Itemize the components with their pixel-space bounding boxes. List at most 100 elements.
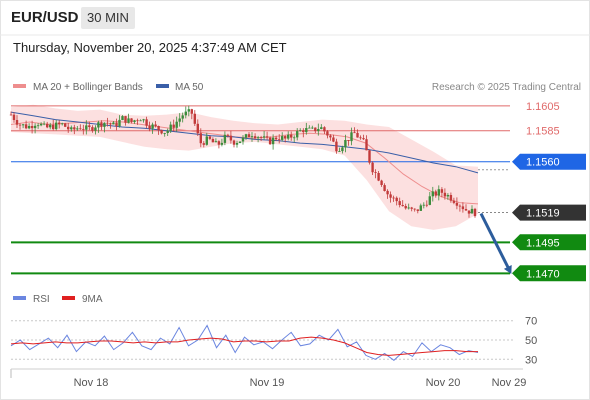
- time-axis-labels: Nov 18 Nov 19 Nov 20 Nov 29: [74, 377, 527, 389]
- level-label-box: [512, 265, 586, 282]
- candle-body: [302, 130, 305, 133]
- time-axis-label: Nov 20: [426, 377, 461, 389]
- chart-header: EUR/USD 30 MIN: [0, 0, 590, 36]
- candle-body: [299, 130, 302, 132]
- candle-body: [335, 141, 338, 152]
- candle-body: [338, 151, 341, 152]
- candle-body: [61, 123, 64, 125]
- candle-body: [259, 137, 263, 138]
- candle-body: [311, 127, 314, 129]
- candle-body: [73, 127, 76, 130]
- candle-body: [287, 134, 290, 139]
- candle-body: [145, 119, 148, 126]
- candle-body: [151, 124, 154, 129]
- level-label-1.1495: 1.1495: [526, 237, 560, 249]
- candle-body: [268, 137, 272, 145]
- bollinger-band-layer: [11, 104, 478, 230]
- candle-body: [458, 205, 462, 207]
- timeframe-badge[interactable]: 30 MIN: [81, 7, 135, 29]
- candle-body: [371, 162, 374, 173]
- candle-body: [36, 125, 40, 127]
- candle-body: [374, 172, 377, 173]
- candle-body: [118, 119, 121, 127]
- candle-body: [244, 134, 248, 138]
- candle-body: [166, 130, 169, 133]
- candle-body: [217, 141, 221, 145]
- candle-body: [79, 128, 82, 130]
- symbol-title: EUR/USD: [11, 9, 79, 26]
- candle-body: [320, 127, 323, 129]
- candle-body: [100, 122, 103, 127]
- legend-rsi-swatch: [13, 296, 26, 300]
- candle-body: [202, 143, 205, 145]
- candle-body: [271, 137, 275, 145]
- candle-body: [39, 123, 43, 126]
- candle-body: [256, 137, 260, 139]
- candle-body: [139, 120, 142, 122]
- candle-body: [284, 136, 287, 139]
- candle-body: [383, 185, 386, 191]
- candle-body: [124, 116, 127, 123]
- candle-body: [308, 127, 311, 129]
- candle-body: [142, 119, 145, 121]
- candle-body: [160, 130, 163, 134]
- candle-body: [410, 207, 413, 209]
- candle-body: [103, 122, 106, 127]
- candle-body: [52, 124, 55, 130]
- candle-body: [425, 204, 428, 206]
- level-label-box: [512, 153, 586, 170]
- candle-body: [377, 173, 380, 181]
- ma50-line: [10, 111, 479, 174]
- candle-body: [362, 138, 365, 140]
- candle-body: [341, 147, 344, 152]
- candle-body: [461, 206, 465, 210]
- candle-body: [274, 137, 278, 140]
- candle-body: [464, 209, 468, 211]
- candle-body: [91, 127, 94, 131]
- legend-9ma-label: 9MA: [82, 294, 103, 305]
- candle-body: [250, 136, 254, 138]
- candle-body: [470, 208, 474, 214]
- candle-body: [314, 127, 317, 132]
- candle-body: [428, 196, 431, 205]
- candle-body: [88, 125, 91, 127]
- candle-body: [112, 122, 115, 125]
- candle-body: [184, 111, 187, 116]
- candle-body: [404, 206, 407, 209]
- time-axis-label: Nov 19: [250, 377, 285, 389]
- candle-body: [199, 133, 202, 144]
- legend-ma20-swatch: [13, 84, 26, 88]
- candle-body: [407, 207, 410, 209]
- candle-body: [449, 195, 453, 201]
- level-label-1.1519: 1.1519: [526, 208, 560, 220]
- candle-body: [434, 191, 437, 196]
- candle-body: [437, 189, 440, 196]
- legend-9ma-swatch: [62, 296, 75, 300]
- candle-body: [157, 126, 160, 130]
- candle-body: [253, 136, 257, 139]
- candle-body: [467, 210, 471, 214]
- candle-body: [115, 122, 118, 127]
- credit-text: Research © 2025 Trading Central: [432, 82, 581, 93]
- candle-body: [24, 124, 28, 129]
- candle-body: [326, 131, 329, 136]
- candle-body: [82, 129, 85, 130]
- candle-body: [214, 141, 218, 143]
- rsi-tick-50: 50: [525, 335, 537, 347]
- candle-body: [344, 140, 347, 148]
- candle-body: [446, 195, 450, 197]
- level-label-box: [512, 234, 586, 251]
- level-label-1.1585: 1.1585: [526, 126, 560, 138]
- candle-body: [27, 126, 31, 129]
- candle-body: [133, 120, 136, 122]
- candle-body: [55, 122, 58, 130]
- time-axis-label: Nov 29: [492, 377, 527, 389]
- candle-body: [398, 201, 401, 205]
- candle-body: [281, 136, 284, 140]
- candle-body: [431, 191, 434, 197]
- candle-body: [220, 142, 224, 145]
- candle-body: [305, 128, 308, 133]
- candle-body: [187, 109, 190, 112]
- candle-body: [416, 209, 419, 211]
